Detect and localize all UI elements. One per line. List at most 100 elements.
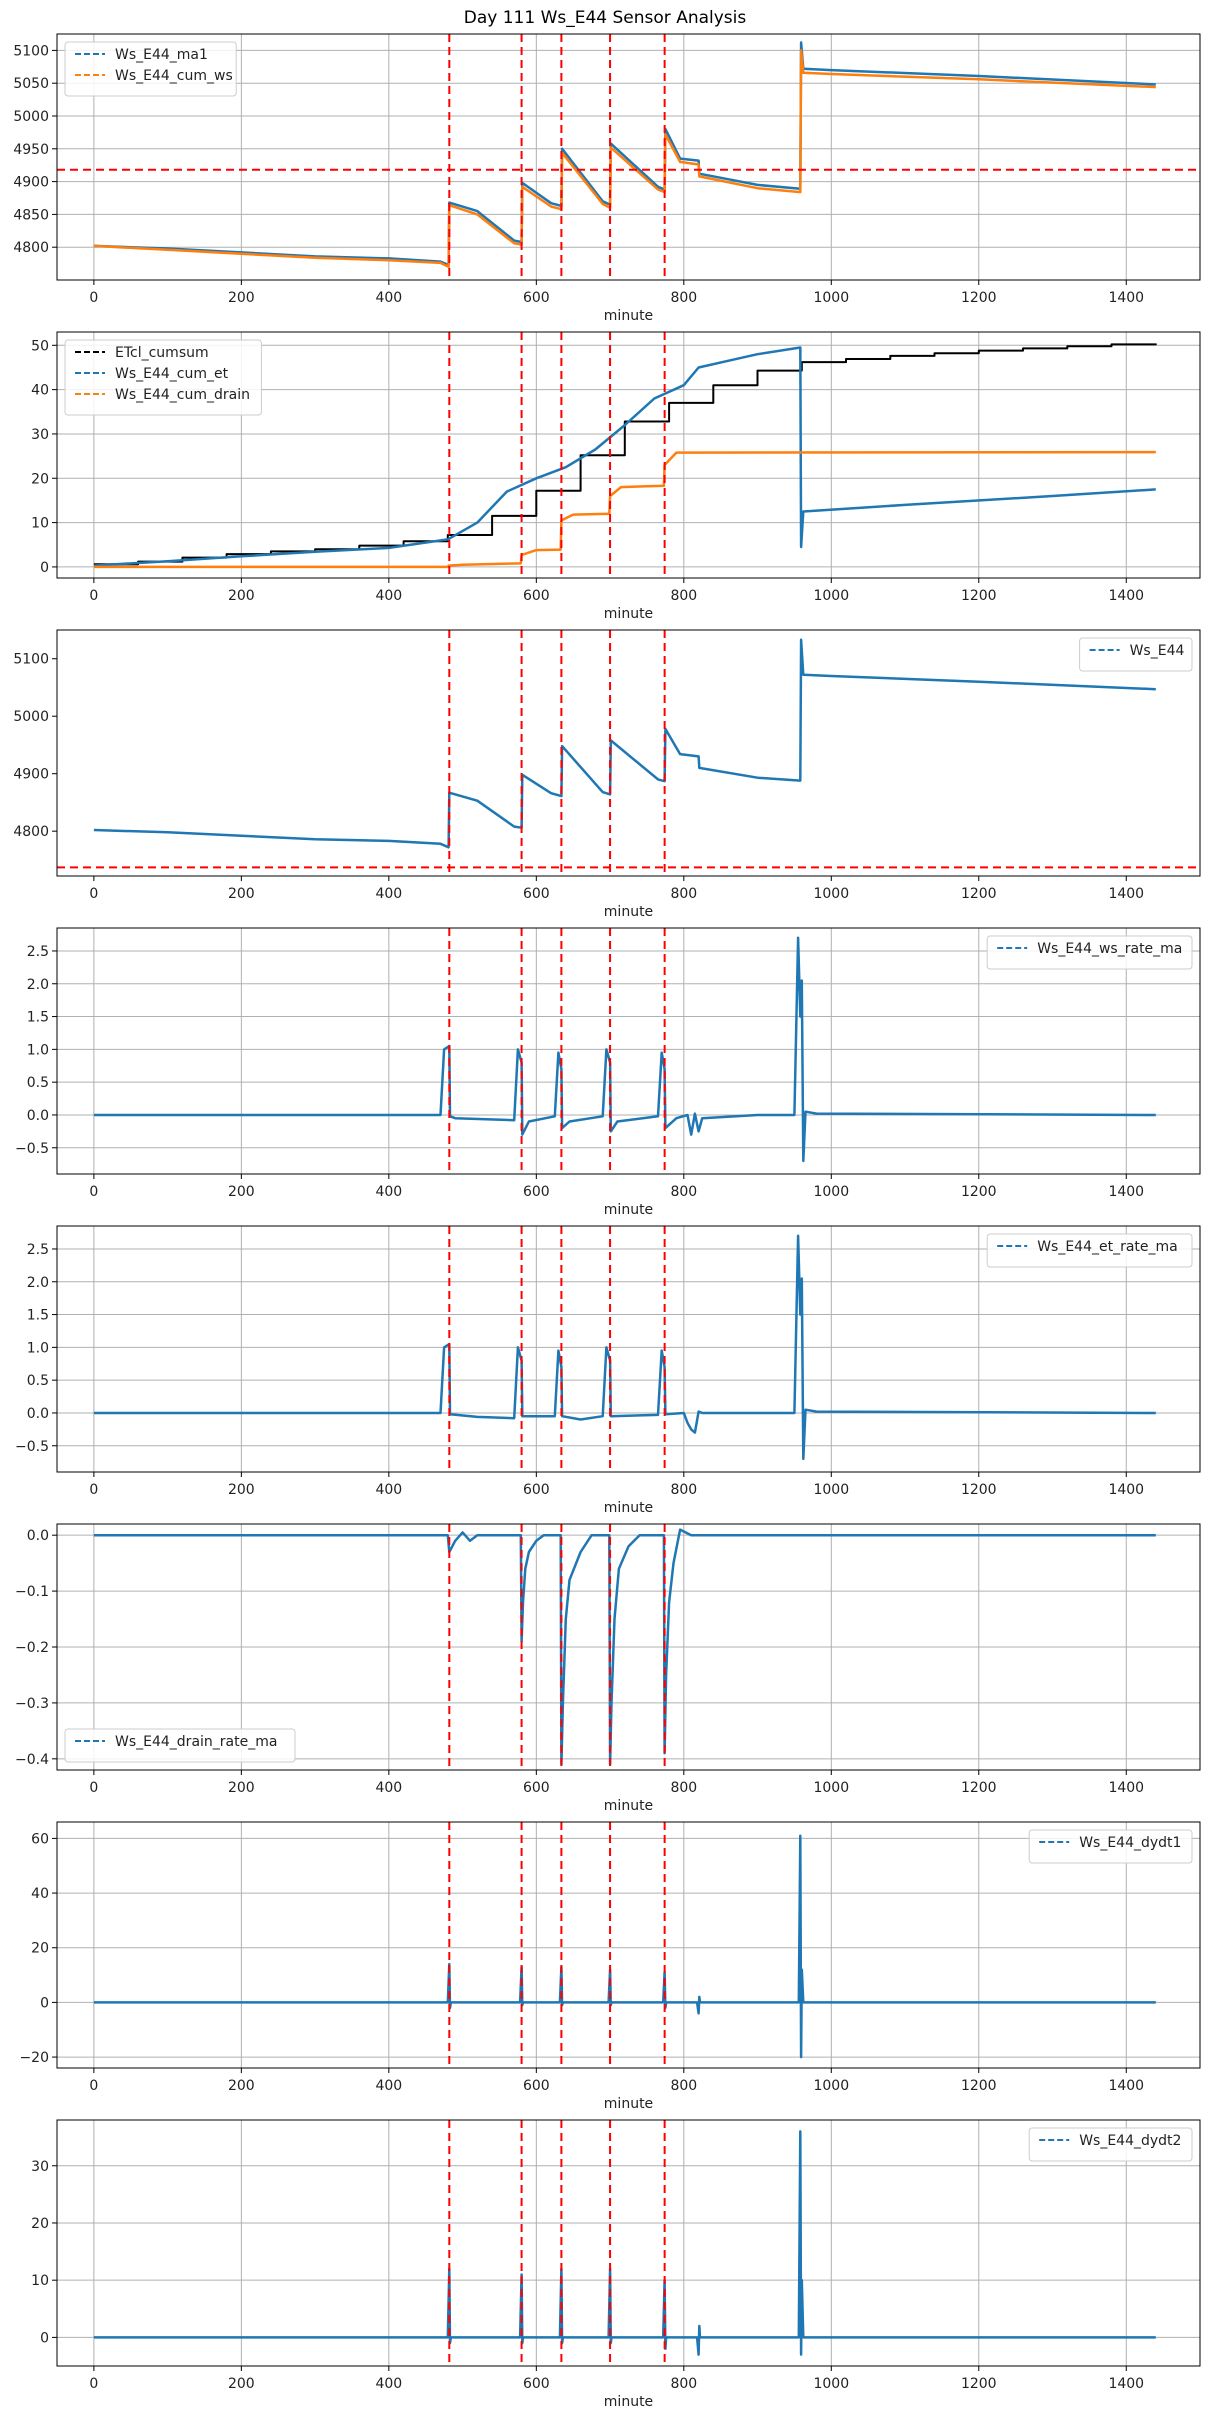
x-tick-label: 600: [523, 1184, 550, 1200]
x-axis-label: minute: [604, 606, 653, 622]
x-tick-label: 0: [89, 2078, 98, 2094]
x-tick-label: 200: [228, 886, 255, 902]
plot-frame: [56, 629, 1201, 877]
y-tick-label: 20: [31, 1941, 49, 1957]
x-tick-label: 400: [375, 1482, 402, 1498]
y-tick-label: 4950: [13, 142, 49, 158]
x-tick-label: 600: [523, 886, 550, 902]
x-tick-label: 1000: [813, 588, 849, 604]
x-tick-label: 1200: [961, 2376, 997, 2392]
y-tick-label: 30: [31, 2159, 49, 2175]
series-line-1: [93, 1234, 1156, 1461]
x-tick-label: 800: [670, 290, 697, 306]
plot-frame: [56, 1821, 1201, 2069]
y-tick-label: −0.4: [15, 1752, 49, 1768]
x-tick-label: 400: [375, 2376, 402, 2392]
x-tick-label: 1400: [1108, 1482, 1144, 1498]
y-tick-label: 2.5: [27, 944, 49, 960]
y-tick-label: −0.2: [15, 1640, 49, 1656]
x-tick-label: 400: [375, 290, 402, 306]
x-tick-label: 1200: [961, 886, 997, 902]
y-tick-label: 1.5: [27, 1010, 49, 1026]
x-tick-label: 1400: [1108, 1184, 1144, 1200]
y-tick-label: 4800: [13, 240, 49, 256]
x-tick-label: 1000: [813, 1184, 849, 1200]
legend: Ws_E44_ma1 Ws_E44_cum_ws: [64, 41, 237, 97]
y-tick-label: 10: [31, 516, 49, 532]
x-tick-label: 800: [670, 588, 697, 604]
y-tick-label: −0.3: [15, 1696, 49, 1712]
x-tick-label: 800: [670, 2376, 697, 2392]
x-tick-label: 1000: [813, 290, 849, 306]
x-tick-label: 1400: [1108, 1780, 1144, 1796]
y-tick-label: 0.0: [27, 1528, 49, 1544]
y-tick-label: 40: [31, 1886, 49, 1902]
x-tick-label: 1000: [813, 2078, 849, 2094]
x-tick-label: 800: [670, 2078, 697, 2094]
y-tick-label: 40: [31, 383, 49, 399]
series-line-1: [93, 41, 1156, 267]
y-tick-label: 50: [31, 338, 49, 354]
y-tick-label: −20: [19, 2050, 49, 2066]
x-tick-label: 1400: [1108, 2078, 1144, 2094]
series-line-2: [93, 49, 1156, 269]
legend-entry: Ws_E44_cum_ws: [115, 68, 233, 84]
y-tick-label: 5000: [13, 709, 49, 725]
y-tick-label: −0.1: [15, 1584, 49, 1600]
y-tick-label: 30: [31, 427, 49, 443]
y-tick-label: −0.5: [15, 1439, 49, 1455]
legend: Ws_E44_dydt2: [1028, 2127, 1193, 2162]
y-tick-label: 0.0: [27, 1406, 49, 1422]
legend-entry: Ws_E44_drain_rate_ma: [115, 1734, 277, 1750]
x-tick-label: 800: [670, 1184, 697, 1200]
legend: Ws_E44: [1079, 637, 1193, 672]
y-tick-label: 4800: [13, 824, 49, 840]
x-axis-label: minute: [604, 1202, 653, 1218]
x-tick-label: 0: [89, 588, 98, 604]
chart-panel-6: 0 200 400 600 800 1000 1200 1400 −0.4 −0.3 −0.2 −0.…: [15, 1523, 1201, 1814]
x-tick-label: 800: [670, 886, 697, 902]
x-tick-label: 1000: [813, 2376, 849, 2392]
legend-entry: Ws_E44_et_rate_ma: [1037, 1239, 1178, 1255]
x-tick-label: 1000: [813, 1482, 849, 1498]
y-tick-label: 0.5: [27, 1373, 49, 1389]
chart-panel-2: 0 200 400 600 800 1000 1200 1400 0 10 20 30 40 50 minu…: [31, 331, 1201, 622]
y-tick-label: 4900: [13, 175, 49, 191]
x-tick-label: 1000: [813, 886, 849, 902]
y-tick-label: 0: [40, 1995, 49, 2011]
legend-entry: Ws_E44_dydt2: [1079, 2133, 1181, 2149]
x-tick-label: 200: [228, 588, 255, 604]
x-tick-label: 1200: [961, 290, 997, 306]
plot-frame: [56, 2119, 1201, 2367]
x-tick-label: 1000: [813, 1780, 849, 1796]
y-tick-label: 2.0: [27, 1275, 49, 1291]
y-tick-label: 4900: [13, 767, 49, 783]
x-tick-label: 1400: [1108, 2376, 1144, 2392]
legend: Ws_E44_et_rate_ma: [986, 1233, 1193, 1268]
series-line-1: [93, 936, 1156, 1163]
x-axis-label: minute: [604, 1798, 653, 1814]
y-tick-label: 20: [31, 2216, 49, 2232]
y-tick-label: 1.0: [27, 1340, 49, 1356]
x-axis-label: minute: [604, 1500, 653, 1516]
legend: Ws_E44_dydt1: [1028, 1829, 1193, 1864]
x-tick-label: 800: [670, 1780, 697, 1796]
x-tick-label: 0: [89, 2376, 98, 2392]
x-tick-label: 400: [375, 886, 402, 902]
x-axis-label: minute: [604, 2096, 653, 2112]
legend: ETcl_cumsum Ws_E44_cum_et Ws_E44_cum_drain: [64, 339, 262, 416]
y-tick-label: 2.5: [27, 1242, 49, 1258]
x-tick-label: 200: [228, 2376, 255, 2392]
x-tick-label: 600: [523, 1780, 550, 1796]
legend-entry: Ws_E44_cum_drain: [115, 387, 250, 403]
x-axis-label: minute: [604, 308, 653, 324]
y-tick-label: 1.5: [27, 1308, 49, 1324]
legend-entry: ETcl_cumsum: [115, 345, 209, 361]
plot-frame: [56, 33, 1201, 281]
x-tick-label: 600: [523, 2376, 550, 2392]
x-tick-label: 1200: [961, 1780, 997, 1796]
x-tick-label: 0: [89, 886, 98, 902]
x-tick-label: 400: [375, 2078, 402, 2094]
legend-entry: Ws_E44: [1130, 643, 1185, 659]
series-line-1: [93, 638, 1156, 849]
